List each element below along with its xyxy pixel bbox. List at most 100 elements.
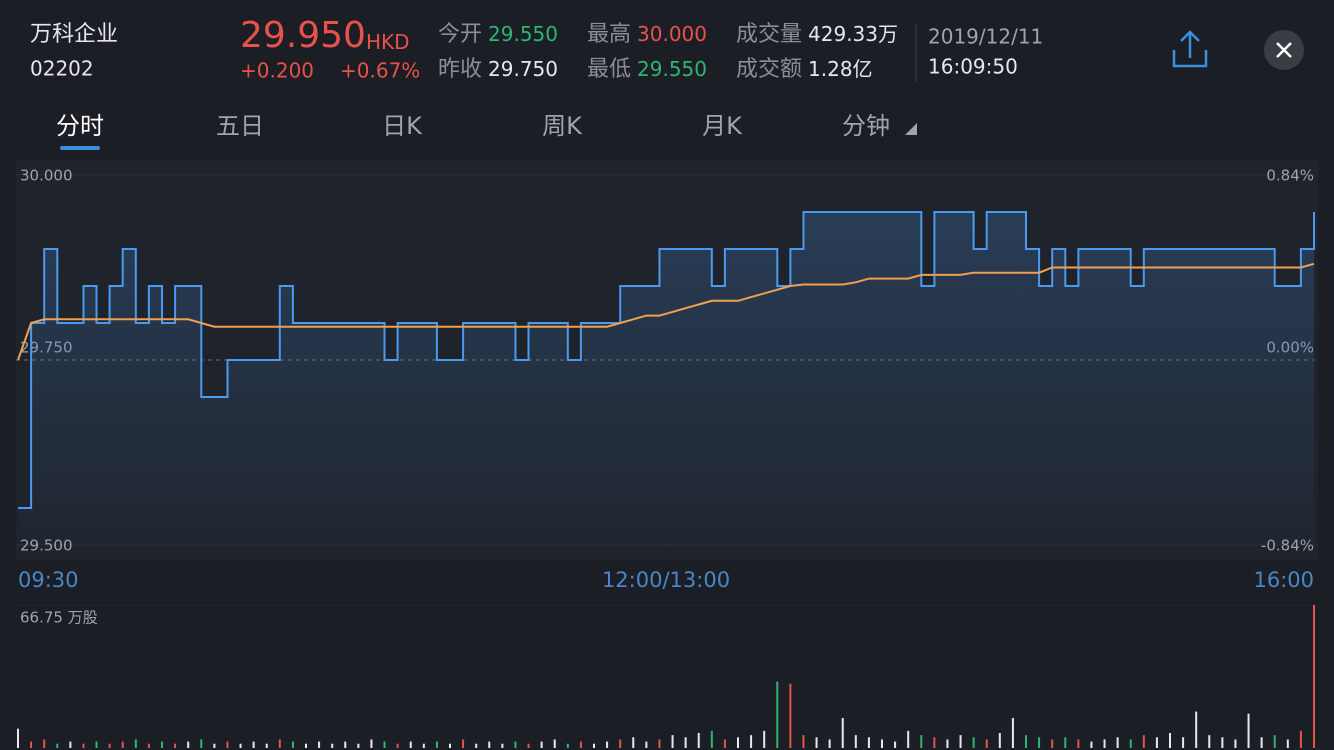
stat: 成交额 1.28亿	[736, 57, 873, 83]
stock-code: 02202	[30, 57, 94, 81]
stat-label: 最高	[587, 22, 631, 47]
volume-bar	[1051, 739, 1054, 748]
volume-bar	[82, 743, 85, 748]
change: +0.200	[240, 59, 314, 83]
volume-bar	[1103, 739, 1106, 748]
volume-bar	[671, 735, 674, 748]
volume-bar	[344, 741, 347, 748]
volume-bar	[30, 741, 33, 748]
volume-bar	[121, 741, 124, 748]
volume-bar	[566, 743, 569, 748]
tab[interactable]: 月K	[702, 112, 743, 140]
volume-bar	[134, 739, 137, 748]
y2-tick-label: 0.84%	[1266, 167, 1314, 185]
volume-bar	[789, 683, 792, 748]
volume-bar	[697, 733, 700, 748]
volume-bar	[147, 743, 150, 748]
volume-bar	[606, 741, 609, 748]
change-pct: +0.67%	[340, 59, 420, 83]
volume-bar	[985, 739, 988, 748]
volume-bar	[737, 737, 739, 748]
stat-value: 1.28亿	[808, 57, 873, 81]
volume-bar	[475, 743, 478, 748]
volume-bar	[187, 741, 190, 748]
volume-bar	[200, 739, 203, 748]
volume-bar	[684, 737, 687, 748]
volume-bar	[540, 741, 543, 748]
volume-bar	[449, 743, 451, 748]
tab[interactable]: 分钟	[842, 112, 890, 140]
volume-bar	[933, 737, 936, 748]
volume-bar	[291, 741, 294, 748]
volume-bar	[632, 737, 635, 748]
volume-bar	[1090, 741, 1093, 748]
volume-bar	[998, 733, 1001, 748]
volume-bar	[593, 743, 595, 748]
volume-bar	[658, 739, 661, 748]
volume-bar	[645, 741, 648, 748]
volume-bar	[409, 741, 412, 748]
volume-bar	[488, 741, 491, 748]
volume-bar	[1313, 605, 1315, 748]
volume-bar	[881, 739, 883, 748]
stock-name: 万科企业	[30, 22, 118, 47]
average-line	[17, 262, 1315, 361]
volume-bar	[1077, 739, 1080, 748]
volume-bar	[462, 739, 465, 748]
volume-bar	[265, 743, 268, 748]
volume-bar	[1129, 739, 1132, 748]
volume-bar	[946, 739, 949, 748]
volume-bar	[108, 743, 111, 748]
volume-bar	[305, 743, 307, 748]
stat: 昨收 29.750	[438, 57, 558, 83]
volume-bar	[841, 718, 844, 748]
volume-bar	[422, 743, 425, 748]
stat-label: 昨收	[438, 57, 482, 82]
price-area	[18, 212, 1314, 545]
volume-bar	[1273, 735, 1276, 748]
share-box	[1172, 50, 1208, 68]
tab-bar: 分时 五日 日K 周K 月K 分钟	[56, 112, 890, 150]
volume-bar	[1155, 737, 1158, 748]
volume-bar	[763, 730, 766, 748]
stat-label: 今开	[438, 22, 482, 47]
stat: 今开 29.550	[438, 22, 558, 48]
stat-value: 29.550	[637, 57, 707, 81]
close-button[interactable]	[1264, 30, 1304, 70]
volume-bar	[1011, 718, 1014, 748]
tab[interactable]: 五日	[216, 112, 264, 140]
price-value: 29.950	[240, 15, 366, 56]
volume-bar	[920, 735, 923, 748]
volume-bar	[174, 743, 177, 748]
volume-bar	[828, 739, 831, 748]
volume-bar	[802, 735, 805, 748]
price: 29.950HKD	[240, 15, 410, 56]
volume-bar	[854, 735, 857, 748]
dropdown-triangle	[905, 123, 917, 135]
tab[interactable]: 分时	[56, 112, 104, 140]
volume-bar	[435, 741, 438, 748]
date: 2019/12/11	[928, 25, 1043, 49]
volume-bar	[1234, 739, 1237, 748]
volume-bar	[318, 741, 321, 748]
y-tick-label: 30.000	[20, 167, 73, 185]
volume-bar	[894, 741, 897, 748]
volume-bar	[619, 739, 622, 748]
tab[interactable]: 日K	[382, 112, 423, 140]
volume-bar	[213, 743, 216, 748]
volume-bar	[867, 737, 870, 748]
volume-bar	[95, 741, 98, 748]
volume-bar	[1142, 735, 1145, 748]
volume-bar	[776, 681, 779, 748]
volume-bar	[723, 739, 726, 748]
volume-bar	[1116, 737, 1119, 748]
share-button[interactable]	[1172, 30, 1208, 68]
stat-label: 成交额	[736, 57, 802, 82]
tab[interactable]: 周K	[542, 112, 583, 140]
volume-bar	[396, 743, 399, 748]
stat-value: 29.550	[488, 22, 558, 46]
stat-value: 29.750	[488, 57, 558, 81]
volume-bar	[17, 728, 19, 748]
